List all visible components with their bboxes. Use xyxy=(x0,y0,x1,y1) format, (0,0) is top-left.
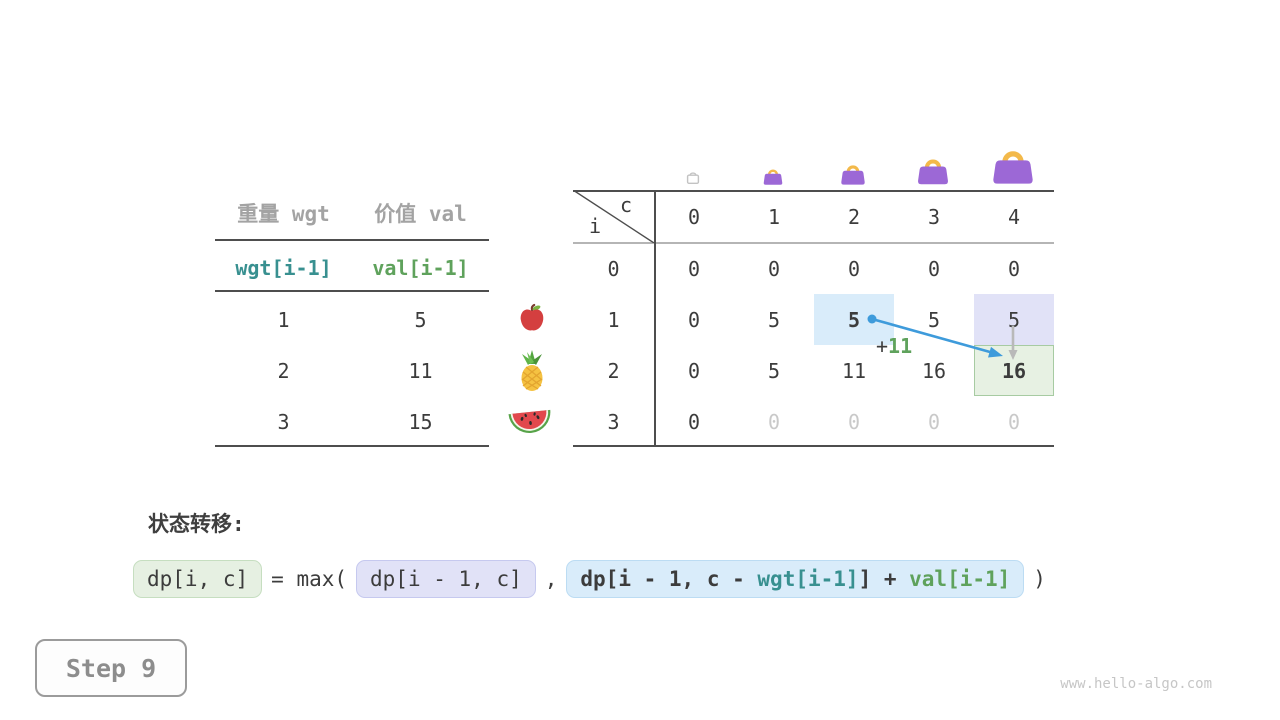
formula-option2-chip: dp[i - 1, c - wgt[i-1]] + val[i-1] xyxy=(566,560,1025,598)
item-2-value: 11 xyxy=(408,359,433,383)
dp-cell-3-2: 0 xyxy=(847,409,861,434)
bag-ghost-icon xyxy=(684,168,702,186)
dp-cell-2-4: 16 xyxy=(1001,358,1027,383)
arrow-add-value-label: +11 xyxy=(876,334,912,358)
bag-icon-small xyxy=(762,166,784,186)
dp-cell-1-1: 5 xyxy=(767,307,781,332)
dp-col-header-0: 0 xyxy=(687,204,701,229)
dp-table-header-divider xyxy=(573,242,1054,244)
formula-option2-prefix: dp[i - 1, c - xyxy=(580,567,758,591)
bag-icon-large xyxy=(915,154,951,186)
dp-cell-0-1: 0 xyxy=(767,256,781,281)
dp-table-bottom-border xyxy=(573,445,1054,447)
dp-cell-3-1: 0 xyxy=(767,409,781,434)
dp-col-header-2: 2 xyxy=(847,204,861,229)
dp-cell-3-0: 0 xyxy=(687,409,701,434)
dp-col-header-3: 3 xyxy=(927,204,941,229)
dp-table-row-axis-label: i xyxy=(589,214,602,238)
dp-table-corner-diagonal xyxy=(573,190,654,243)
dp-cell-2-3: 16 xyxy=(921,358,947,383)
formula-option2-val: val[i-1] xyxy=(909,567,1011,591)
formula-option1-chip: dp[i - 1, c] xyxy=(356,560,536,598)
added-value: 11 xyxy=(888,334,913,358)
dp-row-header-2: 2 xyxy=(607,358,620,383)
dp-row-header-3: 3 xyxy=(607,409,620,434)
formula-comma: , xyxy=(544,567,558,591)
dp-cell-1-0: 0 xyxy=(687,307,701,332)
dp-col-header-1: 1 xyxy=(767,204,781,229)
plus-sign: + xyxy=(876,334,889,358)
formula-lhs-chip: dp[i, c] xyxy=(133,560,263,598)
dp-cell-3-3: 0 xyxy=(927,409,941,434)
bag-icon-xlarge xyxy=(989,144,1037,186)
pineapple-icon xyxy=(516,350,548,392)
watermark: www.hello-algo.com xyxy=(1060,676,1212,692)
dp-table-vertical-divider xyxy=(654,190,656,447)
items-table-header-row: 重量 wgt 价值 val xyxy=(215,198,489,228)
dp-cell-2-0: 0 xyxy=(687,358,701,383)
dp-cell-2-2: 11 xyxy=(841,358,867,383)
item-2-weight: 2 xyxy=(277,359,290,383)
dp-table-col-axis-label: c xyxy=(620,193,633,217)
dp-row-header-1: 1 xyxy=(607,307,620,332)
items-table-subheader-val: val[i-1] xyxy=(372,256,469,280)
item-1-weight: 1 xyxy=(277,308,290,332)
item-3-weight: 3 xyxy=(277,410,290,434)
items-table-divider xyxy=(215,239,489,241)
item-1-value: 5 xyxy=(414,308,427,332)
dp-cell-2-1: 5 xyxy=(767,358,781,383)
formula-option2-mid: ] + xyxy=(858,567,910,591)
dp-cell-1-4: 5 xyxy=(1007,307,1021,332)
dp-row-header-0: 0 xyxy=(607,256,620,281)
items-table-row-3: 3 15 xyxy=(215,410,489,434)
dp-cell-1-2: 5 xyxy=(847,307,861,332)
dp-cell-0-3: 0 xyxy=(927,256,941,281)
dp-table-top-border xyxy=(573,190,1054,192)
dp-cell-0-4: 0 xyxy=(1007,256,1021,281)
dp-table: c i 0 1 2 3 4 0 1 2 3 0 0 0 0 0 0 5 5 5 … xyxy=(573,190,1054,447)
watermelon-icon xyxy=(508,406,552,436)
items-table-header-weight: 重量 wgt xyxy=(237,202,330,226)
items-table-header-value: 价值 val xyxy=(374,202,467,226)
formula-close-paren: ) xyxy=(1033,567,1046,591)
items-table-subheader-row: wgt[i-1] val[i-1] xyxy=(215,256,489,280)
dp-cell-0-2: 0 xyxy=(847,256,861,281)
state-transition-formula: dp[i, c] = max( dp[i - 1, c] , dp[i - 1,… xyxy=(133,560,1046,598)
apple-icon xyxy=(517,303,547,333)
state-transition-label: 状态转移: xyxy=(148,512,245,536)
items-table-subheader-wgt: wgt[i-1] xyxy=(235,256,332,280)
items-table-row-2: 2 11 xyxy=(215,359,489,383)
formula-option2-wgt: wgt[i-1] xyxy=(757,567,859,591)
items-table-divider xyxy=(215,445,489,447)
items-table-divider xyxy=(215,290,489,292)
items-table-row-1: 1 5 xyxy=(215,308,489,332)
dp-cell-3-4: 0 xyxy=(1007,409,1021,434)
step-indicator-button[interactable]: Step 9 xyxy=(35,639,187,697)
bag-icon-medium xyxy=(839,161,867,186)
dp-col-header-4: 4 xyxy=(1007,204,1021,229)
formula-operator: = max( xyxy=(271,567,348,591)
item-3-value: 15 xyxy=(408,410,433,434)
dp-cell-0-0: 0 xyxy=(687,256,701,281)
